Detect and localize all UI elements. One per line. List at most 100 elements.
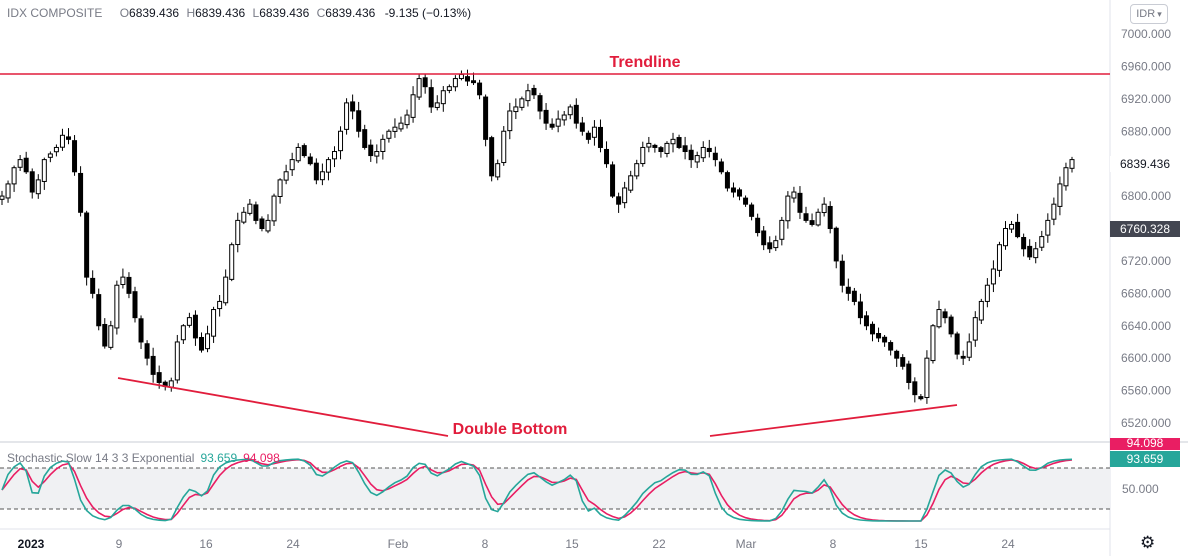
candle-body	[537, 95, 543, 112]
price-tick-label: 6520.000	[1121, 416, 1171, 430]
candle-body	[543, 109, 549, 124]
candle-body	[422, 77, 428, 88]
candle-body	[477, 82, 483, 96]
candle-body	[948, 316, 954, 335]
candle-body	[1057, 183, 1063, 207]
price-tick-label: 6720.000	[1121, 254, 1171, 268]
time-tick-label: 8	[482, 537, 489, 551]
candle-body	[1021, 236, 1027, 250]
price-tick-label: 6600.000	[1121, 351, 1171, 365]
candle-body	[531, 87, 537, 96]
price-tick-label: 6640.000	[1121, 319, 1171, 333]
candle-body	[857, 301, 863, 319]
candle-body	[313, 162, 319, 181]
double-bottom-label: Double Bottom	[453, 421, 568, 438]
time-tick-label: 22	[652, 537, 666, 551]
candle-body	[362, 129, 368, 148]
candle-body	[59, 134, 65, 148]
candle-body	[1027, 245, 1033, 258]
candle-body	[356, 110, 362, 132]
candle-body	[579, 122, 585, 132]
candle-body	[404, 114, 410, 126]
high-key: H	[186, 6, 196, 20]
settings-gear-icon[interactable]: ⚙	[1140, 533, 1156, 552]
candle-body	[876, 332, 882, 339]
candle-body	[440, 90, 446, 105]
candle-body	[23, 157, 29, 173]
candle-body	[380, 138, 386, 152]
candle-body	[1039, 236, 1045, 248]
candle-body	[120, 276, 126, 286]
candle-body	[223, 276, 229, 304]
candle-body	[265, 219, 271, 232]
candle-body	[670, 138, 676, 145]
candle-body	[833, 227, 839, 262]
price-tick-label: 6680.000	[1121, 286, 1171, 300]
price-tick-label: 6920.000	[1121, 92, 1171, 106]
candle-body	[53, 146, 59, 153]
candle-body	[186, 317, 192, 326]
candle-body	[688, 149, 694, 161]
candle-body	[410, 94, 416, 118]
candle-body	[984, 284, 990, 302]
candle-body	[368, 144, 374, 157]
stoch-d-value: 94.098	[243, 451, 280, 465]
time-tick-label: Feb	[388, 537, 409, 551]
candle-body	[271, 195, 277, 222]
candle-body	[374, 151, 380, 157]
candle-body	[954, 333, 960, 355]
time-tick-label: 16	[199, 537, 213, 551]
time-tick-label: 15	[914, 537, 928, 551]
candle-body	[573, 104, 579, 124]
currency-button[interactable]: IDR	[1130, 4, 1168, 24]
candle-body	[779, 219, 785, 240]
candle-body	[483, 96, 489, 140]
candle-body	[84, 212, 90, 278]
candle-body	[785, 195, 791, 222]
candle-body	[724, 172, 730, 189]
candle-body	[604, 148, 610, 165]
candle-body	[307, 156, 313, 165]
price-tick-label: 6880.000	[1121, 124, 1171, 138]
stoch-d-tag: 94.098	[1110, 438, 1180, 450]
candle-body	[344, 102, 350, 130]
stoch-band	[0, 468, 1110, 509]
candle-body	[41, 159, 47, 182]
candle-body	[211, 309, 217, 337]
candle-body	[501, 130, 507, 164]
candle-body	[549, 123, 555, 128]
time-tick-label: 9	[116, 537, 123, 551]
candle-body	[277, 179, 283, 197]
candle-body	[1003, 228, 1009, 247]
candle-body	[1045, 219, 1051, 236]
candle-body	[622, 187, 628, 204]
change-value: -9.135 (−0.13%)	[384, 6, 472, 20]
double-bottom-line-right[interactable]	[709, 404, 958, 437]
candle-body	[519, 98, 525, 108]
double-bottom-line-left[interactable]	[117, 377, 449, 437]
candle-body	[863, 315, 869, 327]
candle-body	[452, 78, 458, 88]
candle-body	[90, 277, 96, 294]
candle-body	[338, 130, 344, 152]
candle-body	[803, 213, 809, 221]
candle-body	[610, 164, 616, 197]
close-key: C	[316, 6, 326, 20]
candle-body	[150, 355, 156, 375]
candle-body	[936, 309, 942, 328]
candle-body	[1009, 223, 1015, 230]
candle-body	[289, 159, 295, 171]
candle-body	[996, 244, 1002, 271]
stochastic-name[interactable]: Stochastic Slow 14 3 3 Exponential	[7, 451, 195, 465]
stoch-k-tag: 93.659	[1110, 451, 1180, 467]
candle-body	[797, 192, 803, 213]
last-price-tag: 6839.436	[1110, 156, 1180, 172]
candle-body	[966, 341, 972, 358]
candle-body	[132, 291, 138, 319]
candle-body	[295, 146, 301, 162]
candle-body	[743, 197, 749, 205]
candle-body	[960, 355, 966, 359]
symbol-name[interactable]: IDX COMPOSITE	[7, 6, 103, 20]
candle-body	[646, 142, 652, 148]
